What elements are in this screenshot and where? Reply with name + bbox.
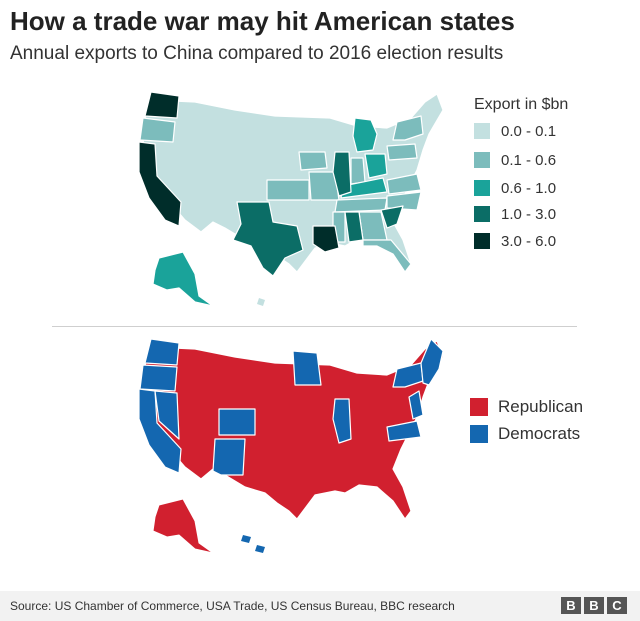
- export-legend-item: 3.0 - 6.0: [474, 232, 557, 250]
- legend-swatch: [474, 152, 490, 168]
- legend-swatch: [470, 425, 488, 443]
- legend-label: 3.0 - 6.0: [501, 232, 557, 250]
- legend-swatch: [474, 123, 490, 139]
- legend-label: Republican: [498, 397, 584, 416]
- chart-title: How a trade war may hit American states: [10, 6, 515, 36]
- section-divider: [52, 326, 577, 327]
- state-iowa: [298, 151, 328, 171]
- party-legend-item: Democrats: [470, 424, 581, 443]
- logo-block: C: [607, 597, 627, 614]
- export-legend-item: 0.1 - 0.6: [474, 151, 557, 169]
- legend-label: 0.1 - 0.6: [501, 151, 557, 169]
- election-map: [138, 338, 444, 554]
- state-pennsylvania: [386, 143, 418, 161]
- legend-label: Democrats: [498, 424, 581, 443]
- logo-block: B: [584, 597, 604, 614]
- state-new-york: [392, 115, 424, 141]
- state-kansas: [266, 179, 310, 201]
- state-washington: [144, 91, 180, 119]
- state-minnesota: [292, 350, 322, 386]
- state-oregon: [139, 364, 178, 392]
- state-virginia: [386, 173, 422, 195]
- exports-map: [138, 91, 444, 307]
- state-hawaii: [257, 298, 265, 306]
- state-california: [138, 141, 182, 227]
- export-legend-item: 0.6 - 1.0: [474, 179, 557, 197]
- state-california: [138, 388, 182, 474]
- state-washington: [144, 338, 180, 366]
- state-oregon: [139, 117, 176, 143]
- legend-swatch: [474, 206, 490, 222]
- export-legend-title: Export in $bn: [474, 96, 569, 113]
- legend-label: 1.0 - 3.0: [501, 205, 557, 223]
- state-new-mexico: [212, 438, 246, 476]
- export-legend-item: 0.0 - 0.1: [474, 122, 557, 140]
- state-louisiana: [312, 225, 340, 253]
- state-nevada: [154, 390, 180, 440]
- state-new-jersey-delaware-maryland: [408, 390, 424, 420]
- state-ohio: [364, 153, 388, 179]
- legend-label: 0.6 - 1.0: [501, 179, 557, 197]
- state-tennessee: [334, 197, 388, 213]
- legend-swatch: [474, 233, 490, 249]
- state-alabama: [344, 211, 364, 243]
- legend-swatch: [474, 180, 490, 196]
- party-legend-item: Republican: [470, 397, 584, 416]
- state-south-carolina: [380, 205, 404, 229]
- chart-subtitle: Annual exports to China compared to 2016…: [10, 43, 504, 64]
- state-alaska: [152, 498, 214, 554]
- state-colorado: [218, 408, 256, 436]
- legend-label: 0.0 - 0.1: [501, 122, 557, 140]
- state-virginia: [386, 420, 422, 442]
- state-texas: [232, 201, 304, 277]
- logo-block: B: [561, 597, 581, 614]
- state-florida: [362, 239, 412, 273]
- state-illinois: [332, 398, 352, 444]
- state-michigan: [352, 117, 378, 153]
- state-alaska: [152, 251, 214, 307]
- state-north-carolina: [386, 191, 422, 211]
- source-note: Source: US Chamber of Commerce, USA Trad…: [10, 599, 455, 613]
- state-new-york: [392, 362, 424, 388]
- state-new-england: [420, 338, 444, 386]
- bbc-logo: B B C: [561, 597, 627, 614]
- state-illinois: [332, 151, 352, 197]
- export-legend-item: 1.0 - 3.0: [474, 205, 557, 223]
- legend-swatch: [470, 398, 488, 416]
- footer-bar: [0, 591, 640, 621]
- state-hawaii: [241, 535, 265, 553]
- state-indiana: [350, 157, 366, 185]
